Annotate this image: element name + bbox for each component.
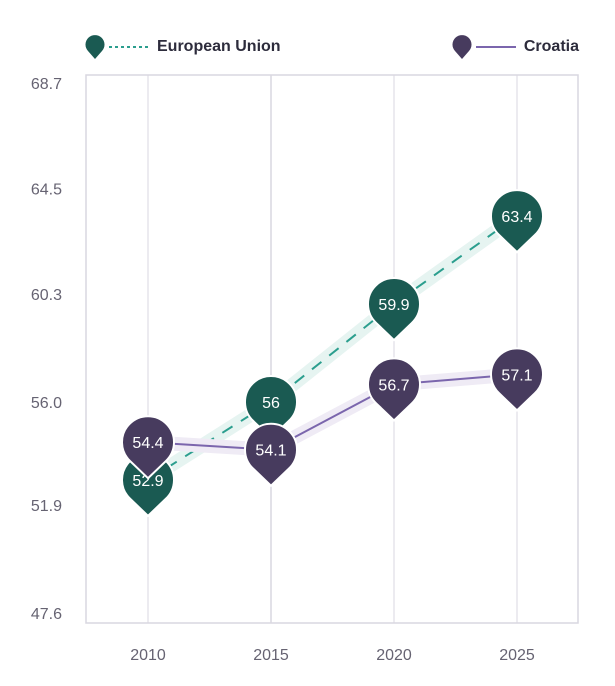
series-line-croatia (147, 373, 518, 451)
data-label: 52.9 (132, 473, 163, 490)
x-tick-label: 2015 (253, 647, 289, 664)
pin-marker (244, 422, 298, 488)
y-tick-label: 68.7 (31, 76, 62, 93)
data-label: 56 (262, 395, 280, 412)
legend-item-european-union[interactable]: European Union (85, 30, 281, 64)
plot-frame (85, 74, 579, 624)
data-label: 63.4 (501, 209, 532, 226)
pin-marker-icon (452, 35, 472, 59)
data-point-european-union: 52.9 (121, 452, 175, 518)
solid-line-icon (475, 46, 516, 48)
y-tick-label: 51.9 (31, 498, 62, 515)
data-point-european-union: 63.4 (490, 189, 544, 254)
data-label: 54.4 (132, 435, 163, 452)
legend: European Union Croatia (0, 30, 615, 64)
y-tick-label: 60.3 (31, 287, 62, 304)
legend-label: Croatia (523, 38, 579, 55)
data-point-croatia: 56.7 (367, 357, 421, 422)
data-label: 57.1 (501, 367, 532, 384)
legend-label: European Union (157, 38, 281, 55)
data-label: 56.7 (378, 377, 409, 394)
pin-marker (121, 415, 175, 480)
y-tick-label: 47.6 (31, 606, 62, 623)
data-point-croatia: 54.1 (244, 422, 298, 488)
data-point-croatia: 54.4 (121, 415, 175, 480)
data-point-croatia: 57.1 (490, 347, 544, 412)
pin-marker (367, 277, 421, 342)
data-point-european-union: 59.9 (367, 277, 421, 342)
x-tick-label: 2010 (130, 647, 166, 664)
x-tick-label: 2025 (499, 647, 535, 664)
data-label: 54.1 (255, 443, 286, 460)
legend-item-croatia[interactable]: Croatia (452, 30, 579, 64)
data-point-european-union: 56 (244, 375, 298, 440)
y-tick-label: 64.5 (31, 181, 62, 198)
pin-marker (490, 189, 544, 254)
pin-marker (244, 375, 298, 440)
pin-marker-icon (85, 35, 105, 59)
pin-marker (367, 357, 421, 422)
x-tick-label: 2020 (376, 647, 412, 664)
pin-marker (490, 347, 544, 412)
y-tick-label: 56.0 (31, 395, 62, 412)
dotted-line-icon (109, 46, 149, 48)
data-label: 59.9 (378, 297, 409, 314)
